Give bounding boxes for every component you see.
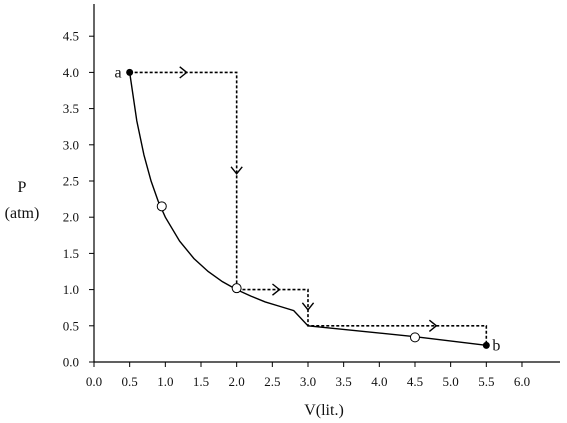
- arrow-down: [230, 166, 243, 175]
- x-tick-label: 1.0: [157, 374, 173, 389]
- axes: [93, 4, 560, 363]
- y-tick-label: 2.0: [63, 210, 79, 225]
- y-tick-label: 4.5: [63, 29, 79, 44]
- x-tick-label: 0.5: [122, 374, 138, 389]
- y-axis-label: P: [18, 179, 27, 196]
- x-tick-label: 2.0: [229, 374, 245, 389]
- arrow-right: [179, 66, 188, 79]
- y-tick-label: 4.0: [63, 65, 79, 80]
- open-circle-marker: [156, 201, 167, 212]
- x-tick-label: 5.0: [443, 374, 459, 389]
- x-tick-label: 1.5: [193, 374, 209, 389]
- x-tick-label: 0.0: [86, 374, 102, 389]
- ticks: 0.0 0.5 1.0 1.5 2.0 2.5 3.0 3.5 4.0 4.5 5.0 5.5 6.0 0…: [63, 29, 530, 389]
- open-circle-marker: [409, 332, 420, 343]
- x-tick-label: 3.5: [336, 374, 352, 389]
- open-circle-marker: [231, 283, 242, 294]
- x-tick-label: 6.0: [514, 374, 530, 389]
- x-tick-label: 4.0: [371, 374, 387, 389]
- y-tick-label: 0.5: [63, 318, 79, 333]
- arrow-right: [428, 319, 438, 332]
- point-b: [482, 341, 490, 349]
- dashed-process-path: [129, 71, 488, 346]
- y-tick-label: 1.0: [63, 282, 79, 297]
- point-label-b: b: [492, 337, 500, 354]
- y-tick-label: 0.0: [63, 355, 79, 370]
- y-tick-label: 3.0: [63, 137, 79, 152]
- point-a: [126, 68, 134, 76]
- y-axis-unit-label: (atm): [5, 205, 40, 222]
- x-tick-label: 2.5: [264, 374, 280, 389]
- point-label-a: a: [115, 64, 122, 81]
- y-tick-label: 3.5: [63, 101, 79, 116]
- x-tick-label: 3.0: [300, 374, 316, 389]
- arrow-right: [272, 283, 281, 296]
- series: [128, 66, 488, 347]
- markers: ab: [115, 64, 501, 354]
- solid-process-curve: [128, 72, 487, 347]
- x-tick-label: 5.5: [478, 374, 494, 389]
- x-tick-label: 4.5: [407, 374, 423, 389]
- y-tick-label: 1.5: [63, 246, 79, 261]
- y-tick-label: 2.5: [63, 174, 79, 189]
- x-axis-label: V(lit.): [304, 402, 344, 419]
- arrow-down: [301, 302, 315, 311]
